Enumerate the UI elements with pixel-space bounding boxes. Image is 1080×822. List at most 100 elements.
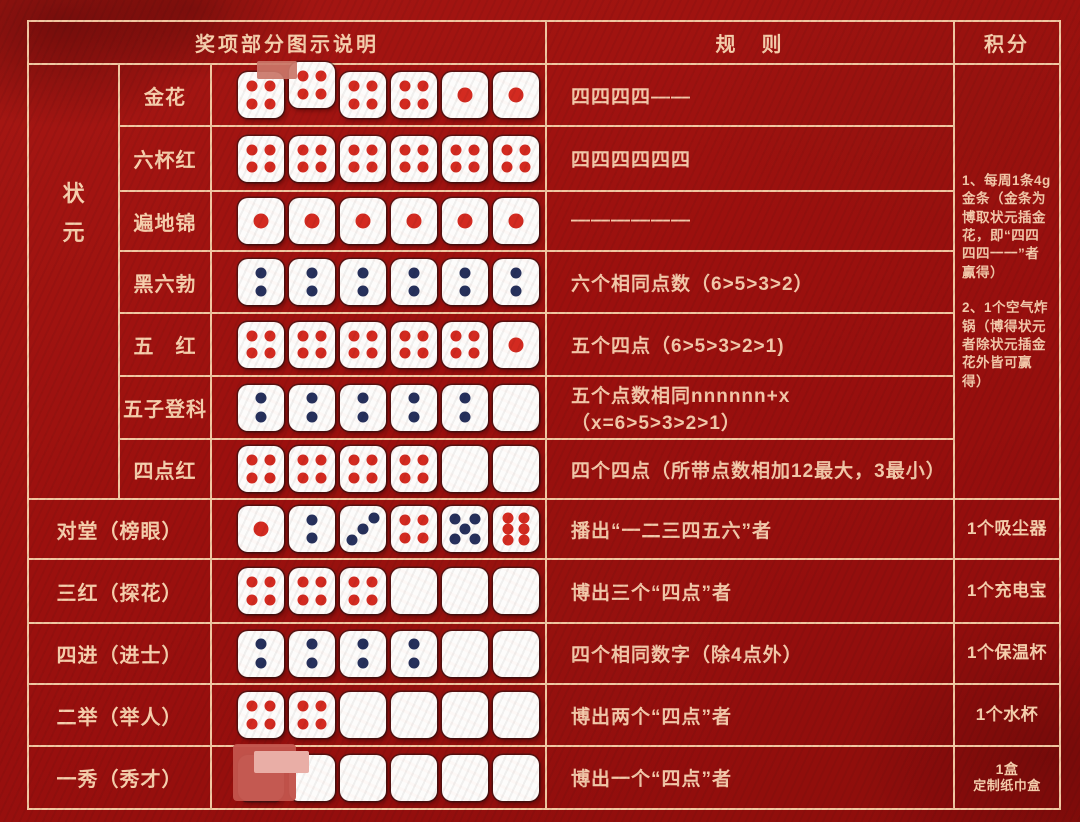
pip [348,161,360,173]
pip [315,700,327,712]
pip [264,700,276,712]
pip [357,267,369,279]
die-4 [238,446,284,492]
pip [366,454,378,466]
pip [459,267,471,279]
pip [366,330,378,342]
die-2 [493,259,539,305]
pip [450,330,462,342]
die-2 [289,259,335,305]
points-yixiu-line2: 定制纸巾盒 [973,778,1041,794]
pip [306,411,318,423]
pip [306,285,318,297]
pip [368,512,380,524]
die-blank [289,754,335,801]
die-blank [442,692,488,738]
die-4 [289,446,335,492]
die-blank [493,630,539,677]
pip [406,213,422,229]
die-4 [340,321,386,368]
dice-row-erju [212,685,547,747]
die-4 [391,446,437,492]
pip [348,594,360,606]
pip [246,700,258,712]
dice-row-yixiu [212,747,547,808]
pip [246,594,258,606]
pip [502,523,514,535]
pip [450,161,462,173]
points-duitang-text: 1个吸尘器 [967,518,1047,538]
pip [255,638,267,650]
rule-sanhong: 博出三个“四点”者 [547,560,955,624]
pip [297,347,309,359]
row-name-sanhong: 三红（探花） [29,560,212,624]
rule-sidianhong: 四个四点（所带点数相加12最大，3最小） [547,440,955,500]
pip [399,144,411,156]
pip [417,161,429,173]
pip [408,411,420,423]
die-blank [442,568,488,614]
pip [246,80,258,92]
pip [457,87,473,103]
header-points: 积分 [955,22,1059,65]
pip [399,454,411,466]
dice-row-liubeihong [212,127,547,192]
pip [399,472,411,484]
die-blank [238,754,284,801]
pip [297,454,309,466]
pip [519,144,531,156]
pip [399,514,411,526]
die-2 [238,630,284,677]
header-illustration: 奖项部分图示说明 [29,22,547,65]
pip [417,80,429,92]
pip [366,576,378,588]
pip [315,144,327,156]
die-blank [442,754,488,801]
pip [246,576,258,588]
die-4 [442,135,488,182]
die-blank [493,692,539,738]
pip [468,330,480,342]
pip [468,347,480,359]
pip [264,472,276,484]
row-name-duitang: 对堂（榜眼） [29,500,212,560]
die-4 [289,62,335,108]
die-2 [442,384,488,431]
zhuangyuan-label: 状元 [62,181,85,245]
points-yixiu: 1盒 定制纸巾盒 [955,747,1059,808]
pip [449,533,461,545]
pip [315,472,327,484]
pip [306,638,318,650]
die-1 [238,506,284,552]
die-1 [391,198,437,244]
pip [315,576,327,588]
rule-erju: 博出两个“四点”者 [547,685,955,747]
pip [417,330,429,342]
header-points-label: 积分 [984,34,1030,56]
pip [315,594,327,606]
die-1 [442,198,488,244]
pip [501,144,513,156]
dice-row-duitang [212,500,547,560]
pip [246,330,258,342]
pip [518,512,530,524]
pip [246,454,258,466]
pip [355,213,371,229]
pip [399,330,411,342]
points-sijin-text: 1个保温杯 [967,643,1047,663]
pip [457,213,473,229]
die-4 [238,568,284,614]
pip [357,657,369,669]
pip [264,161,276,173]
row-name-sidianhong: 四点红 [120,440,212,500]
pip [417,532,429,544]
pip [348,80,360,92]
die-blank [340,692,386,738]
die-2 [238,259,284,305]
pip [297,70,309,82]
pip [459,285,471,297]
die-4 [391,506,437,552]
dice-row-biandijin [212,192,547,252]
pip [246,144,258,156]
pip [297,144,309,156]
